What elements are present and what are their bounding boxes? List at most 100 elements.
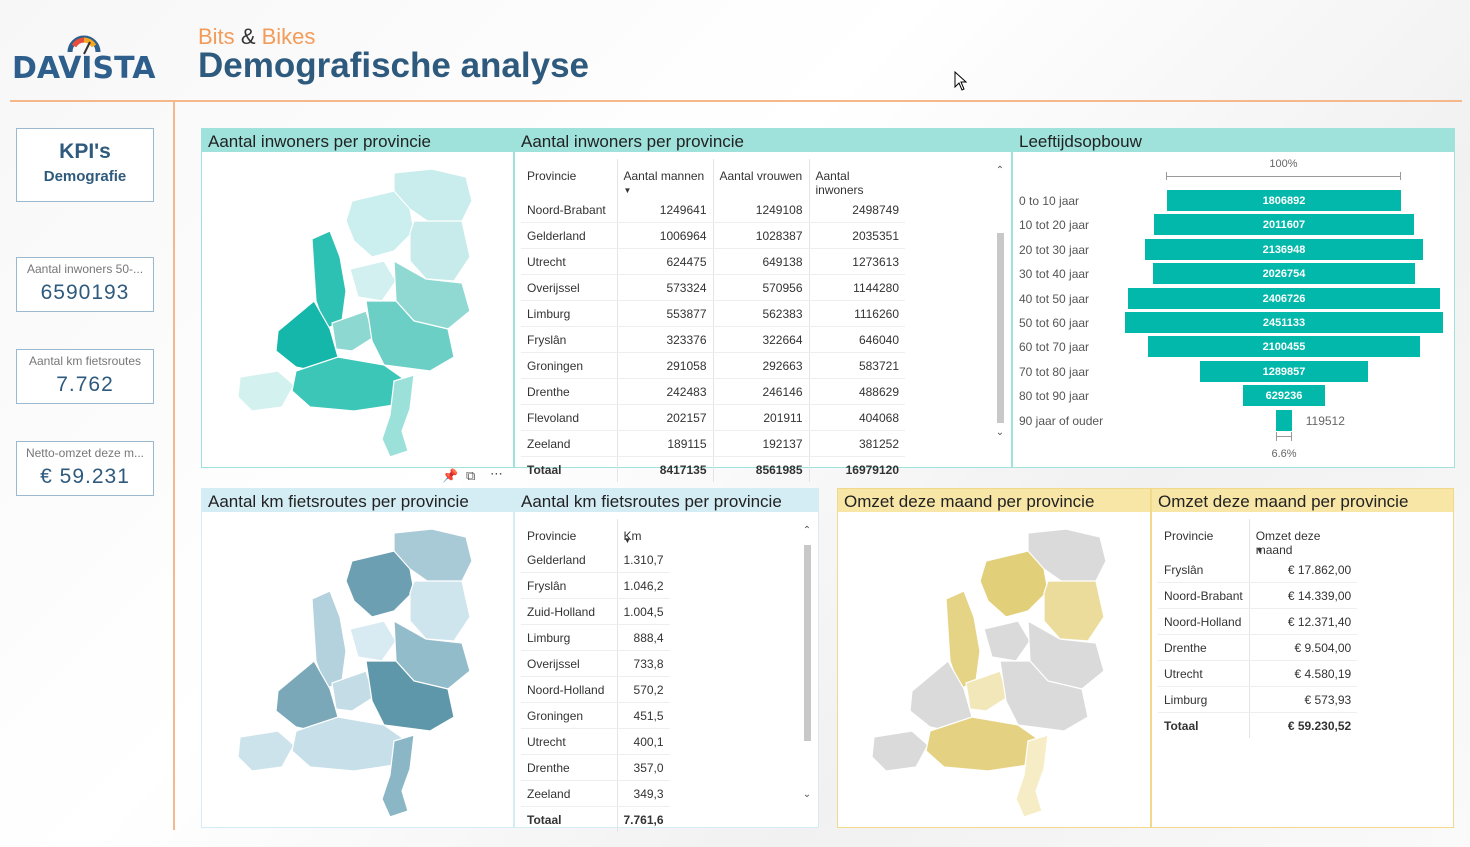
scroll-down-icon[interactable]: ⌄ [995,427,1005,438]
age-category-label: 0 to 10 jaar [1019,194,1080,208]
table-row[interactable]: Noord-Brabant 1249641 1249108 2498749 [521,197,905,223]
col-header-km[interactable]: Km ▼ [623,529,642,545]
kpi-card-label: Netto-omzet deze m... [25,446,145,460]
revenue-table-panel[interactable]: Omzet deze maand per provincie Provincie… [1151,488,1454,828]
col-header-provincie[interactable]: Provincie [521,519,618,547]
panel-title: Aantal km fietsroutes per provincie [515,489,818,512]
table-row[interactable]: Zeeland 349,3 [521,780,670,807]
total-value: 8417135 [617,456,714,482]
kpi-card-inwoners[interactable]: Aantal inwoners 50-... 6590193 [16,257,154,312]
table-row[interactable]: Groningen 451,5 [521,702,670,729]
brand-left: Bits [198,24,235,49]
age-bar[interactable] [1166,190,1402,211]
cell-value: 646040 [809,326,905,353]
col-header-provincie[interactable]: Provincie [521,159,618,197]
age-bar[interactable] [1147,336,1421,358]
scroll-down-icon[interactable]: ⌄ [802,789,812,800]
col-header-provincie[interactable]: Provincie [1158,519,1250,557]
cell-value: 322664 [713,326,810,353]
cell-provincie: Drenthe [521,378,618,405]
table-row[interactable]: Limburg € 573,93 [1158,686,1358,713]
age-bar[interactable] [1243,385,1325,407]
table-row[interactable]: Utrecht 624475 649138 1273613 [521,248,905,275]
age-bar[interactable] [1125,312,1443,333]
table-row[interactable]: Utrecht € 4.580,19 [1158,660,1358,687]
inhabitants-map-panel[interactable]: Aantal inwoners per provincie [201,128,514,468]
map-province-gelderland [365,300,455,372]
table-row[interactable]: Fryslân 1.046,2 [521,572,670,599]
cell-provincie: Zeeland [521,780,618,807]
km-table-panel[interactable]: Aantal km fietsroutes per provincie Prov… [514,488,819,832]
col-header-vrouwen[interactable]: Aantal vrouwen [713,159,810,197]
map-province-flevoland [349,620,397,662]
cell-value: € 573,93 [1249,686,1358,713]
table-row[interactable]: Drenthe 357,0 [521,754,670,781]
table-row[interactable]: Zeeland 189115 192137 381252 [521,430,905,457]
table-row[interactable]: Zuid-Holland 1.004,5 [521,598,670,625]
col-header-omzet[interactable]: Omzet deze maand ▼ [1255,529,1321,557]
map-province-zeeland [871,730,929,772]
table-row[interactable]: Noord-Holland € 12.371,40 [1158,608,1358,635]
age-bar-value: 2100455 [1262,341,1306,354]
cell-provincie: Utrecht [1158,660,1250,687]
inhabitants-choropleth-map[interactable] [234,161,494,461]
table-row[interactable]: Gelderland 1006964 1028387 2035351 [521,222,905,249]
mouse-cursor-icon [954,71,968,91]
table-row[interactable]: Utrecht 400,1 [521,728,670,755]
focus-mode-icon[interactable]: ⧉ [466,468,476,483]
table-row[interactable]: Gelderland 1.310,7 [521,547,670,573]
cell-value: 242483 [617,378,714,405]
table-row[interactable]: Fryslân 323376 322664 646040 [521,326,905,353]
scroll-thumb[interactable] [804,545,811,741]
table-row[interactable]: Overijssel 573324 570956 1144280 [521,274,905,301]
pin-icon[interactable]: 📌 [442,468,459,483]
cell-provincie: Utrecht [521,728,618,755]
table-row[interactable]: Drenthe 242483 246146 488629 [521,378,905,405]
age-bar[interactable] [1153,214,1415,236]
table-row[interactable]: Fryslân € 17.862,00 [1158,557,1358,583]
table-row[interactable]: Noord-Brabant € 14.339,00 [1158,582,1358,609]
sidebar-divider [173,102,175,830]
km-choropleth-map[interactable] [234,521,494,821]
table-row[interactable]: Limburg 553877 562383 1116260 [521,300,905,327]
km-table-scrollbar[interactable]: ⌃ ⌄ [801,519,813,809]
revenue-choropleth-map[interactable] [868,521,1128,821]
cell-value: 562383 [713,300,810,327]
table-row[interactable]: Noord-Holland 570,2 [521,676,670,703]
more-options-icon[interactable]: ⋯ [490,466,503,481]
age-bar-value: 2136948 [1262,243,1306,256]
cell-value: 2035351 [809,222,905,249]
table-row[interactable]: Groningen 291058 292663 583721 [521,352,905,379]
table-row[interactable]: Overijssel 733,8 [521,650,670,677]
age-bar[interactable] [1200,360,1368,382]
inhabitants-table: Provincie Aantal mannen ▼ Aantal vrouwen … [521,159,905,482]
age-bar[interactable] [1127,287,1441,309]
cell-provincie: Noord-Holland [521,676,618,703]
cell-provincie: Zeeland [521,430,618,457]
inhabitants-table-scrollbar[interactable]: ⌃ ⌄ [994,159,1006,449]
total-value: € 59.230,52 [1287,718,1352,733]
kpi-card-fietsroutes[interactable]: Aantal km fietsroutes 7.762 [16,349,154,404]
cell-value: 573324 [617,274,714,301]
cell-value: € 17.862,00 [1249,557,1358,583]
col-header-inwoners[interactable]: Aantal inwoners [815,169,864,197]
revenue-map-panel[interactable]: Omzet deze maand per provincie [837,488,1151,828]
age-bar[interactable] [1145,238,1423,260]
table-row[interactable]: Drenthe € 9.504,00 [1158,634,1358,661]
panel-title: Aantal km fietsroutes per provincie [202,489,513,512]
table-row[interactable]: Limburg 888,4 [521,624,670,651]
map-province-limburg [1015,734,1049,818]
age-bar[interactable] [1152,263,1416,285]
scroll-up-icon[interactable]: ⌃ [995,165,1005,176]
km-map-panel[interactable]: Aantal km fietsroutes per provincie [201,488,514,828]
scroll-thumb[interactable] [997,233,1004,423]
cell-value: 357,0 [617,754,670,781]
age-bar[interactable] [1276,409,1292,431]
kpi-card-netto-omzet[interactable]: Netto-omzet deze m... € 59.231 [16,441,154,496]
map-province-zeeland [237,730,295,772]
inhabitants-table-panel[interactable]: Aantal inwoners per provincie Provincie … [514,128,1012,482]
table-row[interactable]: Flevoland 202157 201911 404068 [521,404,905,431]
col-header-mannen[interactable]: Aantal mannen ▼ [617,159,714,197]
scroll-up-icon[interactable]: ⌃ [802,525,812,536]
logo-gauge-icon [67,35,101,55]
